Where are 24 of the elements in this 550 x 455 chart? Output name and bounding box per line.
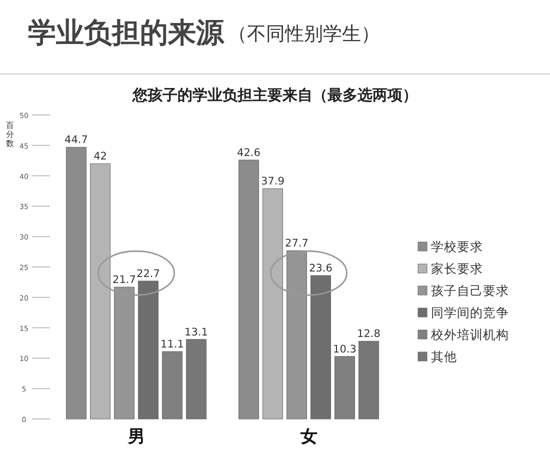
legend-label: 其他	[431, 349, 457, 364]
legend-label: 家长要求	[431, 261, 483, 276]
legend-label: 校外培训机构	[430, 327, 509, 342]
data-label: 27.7	[285, 238, 308, 250]
text: 您孩子的学业负担主要来自（最多选两项）	[132, 86, 418, 104]
data-label: 11.1	[160, 338, 184, 351]
data-label: 23.6	[309, 262, 333, 275]
legend-label: 学校要求	[431, 239, 483, 254]
data-label: 42	[94, 150, 107, 163]
data-label: 44.7	[64, 134, 88, 146]
data-label: 12.8	[357, 328, 380, 340]
y-axis-title: 百分数	[6, 121, 14, 148]
legend-label: 同学间的竞争	[431, 305, 509, 320]
chart-title: 学业负担的来源	[28, 16, 225, 49]
data-label: 21.7	[112, 274, 136, 286]
x-tick-label: 男	[126, 427, 145, 447]
x-tick-label: 女	[299, 427, 318, 447]
data-label: 10.3	[333, 343, 356, 356]
data-label: 37.9	[261, 176, 284, 188]
data-label: 22.7	[136, 268, 160, 280]
chart-subtitle: （不同性别学生）	[228, 23, 380, 45]
legend-label: 孩子自己要求	[431, 283, 509, 298]
data-label: 13.1	[184, 326, 208, 338]
data-label: 42.6	[237, 146, 261, 159]
